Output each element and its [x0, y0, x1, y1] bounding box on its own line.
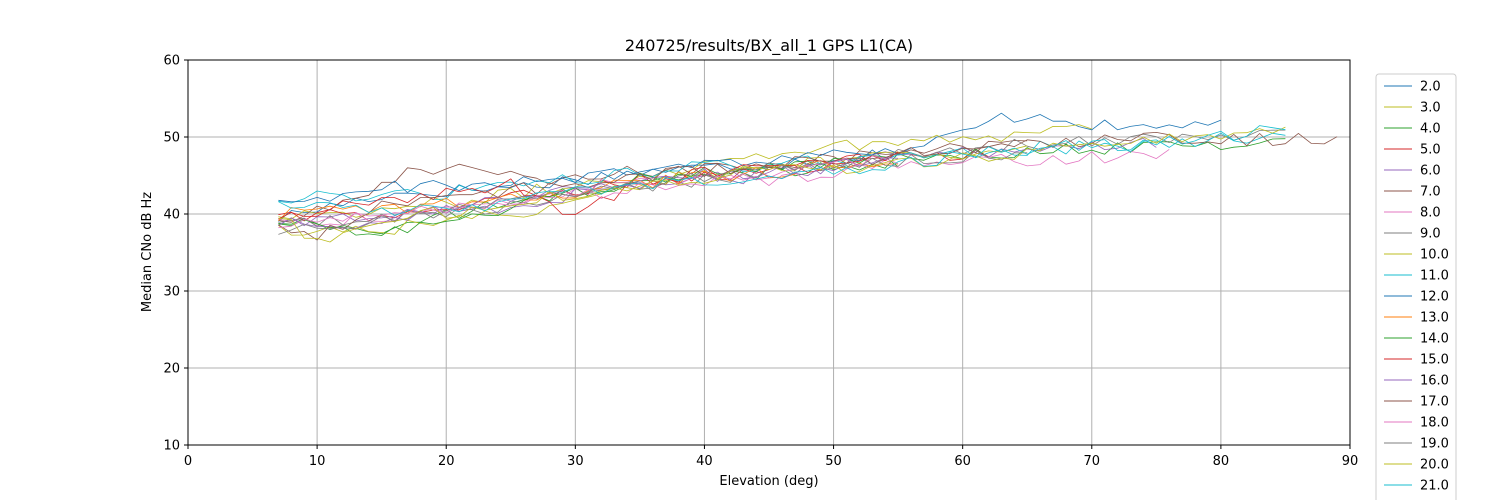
- legend-label: 4.0: [1420, 122, 1441, 137]
- legend-label: 15.0: [1420, 353, 1449, 368]
- legend-label: 19.0: [1420, 437, 1449, 452]
- legend-label: 3.0: [1420, 101, 1441, 116]
- legend-label: 12.0: [1420, 290, 1449, 305]
- series-line-15.0: [278, 151, 899, 220]
- y-tick-label: 20: [163, 362, 180, 377]
- series-layer: [278, 112, 1338, 243]
- x-tick-label: 60: [954, 454, 971, 469]
- legend-label: 13.0: [1420, 311, 1449, 326]
- y-axis: 10 20 30 40 50 60: [163, 54, 188, 454]
- x-tick-label: 50: [825, 454, 842, 469]
- y-tick-label: 50: [163, 131, 180, 146]
- x-tick-label: 30: [567, 454, 584, 469]
- legend-label: 14.0: [1420, 332, 1449, 347]
- series-line-3.0: [278, 124, 1092, 220]
- series-line-16.0: [278, 157, 899, 229]
- chart-title: 240725/results/BX_all_1 GPS L1(CA): [625, 36, 913, 56]
- x-tick-label: 40: [696, 454, 713, 469]
- x-tick-label: 80: [1213, 454, 1230, 469]
- legend-label: 2.0: [1420, 80, 1441, 95]
- series-line-11.0: [278, 132, 1286, 204]
- legend-label: 18.0: [1420, 416, 1449, 431]
- y-tick-label: 10: [163, 439, 180, 454]
- x-tick-label: 0: [184, 454, 192, 469]
- x-axis-label: Elevation (deg): [719, 474, 818, 489]
- legend-label: 17.0: [1420, 395, 1449, 410]
- x-tick-label: 90: [1342, 454, 1359, 469]
- grid: [187, 59, 1351, 446]
- legend-label: 16.0: [1420, 374, 1449, 389]
- legend-label: 7.0: [1420, 185, 1441, 200]
- series-line-18.0: [278, 155, 899, 229]
- y-axis-label: Median CNo dB Hz: [140, 192, 155, 312]
- series-line-13.0: [278, 160, 899, 222]
- legend-label: 21.0: [1420, 479, 1449, 494]
- legend-label: 5.0: [1420, 143, 1441, 158]
- x-axis: 0 10 20 30 40 50 60 70 80 90: [184, 445, 1358, 469]
- legend: 2.0 3.0 4.0 5.0 6.0 7.0 8.0 9.0 10.0 11.0 12.0 13.0…: [1375, 73, 1457, 500]
- legend-label: 10.0: [1420, 248, 1449, 263]
- legend-box: [1375, 73, 1457, 500]
- legend-label: 9.0: [1420, 227, 1441, 242]
- series-line-4.0: [278, 138, 1286, 235]
- x-tick-label: 10: [309, 454, 326, 469]
- x-tick-label: 20: [438, 454, 455, 469]
- y-tick-label: 30: [163, 285, 180, 300]
- y-tick-label: 60: [163, 54, 180, 69]
- legend-label: 11.0: [1420, 269, 1449, 284]
- series-line-21.0: [278, 125, 1286, 216]
- x-tick-label: 70: [1084, 454, 1101, 469]
- y-tick-label: 40: [163, 208, 180, 223]
- series-line-6.0: [278, 137, 1157, 227]
- series-line-20.0: [278, 126, 1286, 243]
- series-line-17.0: [278, 131, 1338, 241]
- series-line-12.0: [278, 148, 899, 203]
- legend-label: 6.0: [1420, 164, 1441, 179]
- plot-frame: [187, 59, 1351, 446]
- legend-label: 20.0: [1420, 458, 1449, 473]
- legend-label: 8.0: [1420, 206, 1441, 221]
